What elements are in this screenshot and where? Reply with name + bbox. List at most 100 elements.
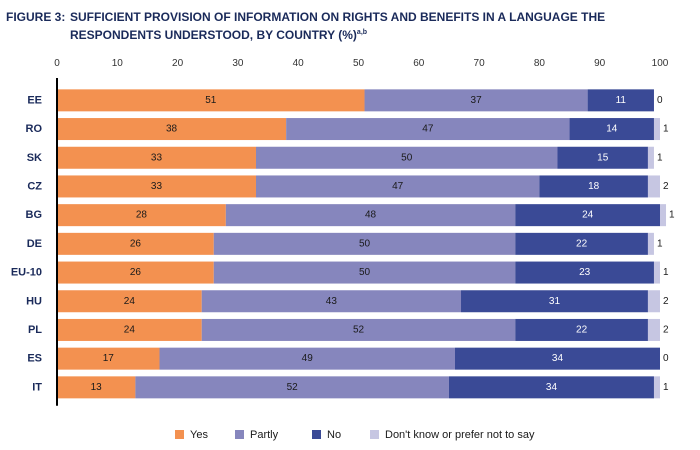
title-superscript: a,b	[356, 29, 368, 36]
bar-segment	[57, 118, 287, 141]
bar-segment	[647, 318, 660, 341]
x-tick-label: 90	[594, 58, 606, 69]
bar-row: 13 52 34 1	[57, 376, 669, 399]
category-label: IT	[32, 381, 42, 393]
data-label: 34	[546, 382, 558, 393]
x-tick-label: 100	[652, 58, 669, 69]
bar-segment	[159, 347, 455, 370]
bar-row: 33 47 18 2	[57, 175, 669, 198]
bar-segment	[454, 347, 660, 370]
bar-row: 33 50 15 1	[57, 146, 663, 169]
category-label: CZ	[27, 180, 42, 192]
data-label: 13	[91, 382, 103, 393]
bar-segment	[57, 232, 214, 255]
data-label: 14	[606, 124, 618, 135]
legend-swatch	[312, 430, 321, 439]
category-label: BG	[26, 209, 43, 221]
data-label: 15	[597, 152, 609, 163]
bar-segment	[225, 204, 516, 227]
data-label: 2	[663, 181, 669, 192]
bar-segment	[364, 89, 588, 112]
data-label: 38	[166, 124, 178, 135]
data-label: 31	[549, 296, 561, 307]
bar-segment	[57, 146, 256, 169]
legend-label: Yes	[190, 429, 208, 441]
x-axis-ticks: 0 10 20 30 40 50 60 70 80 90 100	[54, 58, 669, 69]
data-label: 1	[663, 382, 669, 393]
legend-item: Don't know or prefer not to say	[370, 429, 535, 441]
data-label: 33	[151, 152, 163, 163]
data-label: 1	[657, 238, 663, 249]
bar-segment	[57, 261, 214, 284]
bar-segment	[515, 318, 648, 341]
category-label: DE	[27, 238, 42, 250]
bar-segment	[587, 89, 654, 112]
legend-item: Partly	[235, 429, 279, 441]
category-label: SK	[27, 152, 42, 164]
legend: Yes Partly No Don't know or prefer not to s…	[175, 429, 535, 441]
legend-label: No	[327, 429, 341, 441]
legend-label: Partly	[250, 429, 279, 441]
bar-segment	[647, 146, 654, 169]
bar-segment	[515, 232, 648, 255]
bar-row: 26 50 23 1	[57, 261, 669, 284]
data-label: 24	[582, 210, 594, 221]
data-label: 47	[422, 124, 434, 135]
data-label: 23	[579, 267, 591, 278]
data-label: 22	[576, 238, 588, 249]
category-label: ES	[27, 353, 42, 365]
data-label: 43	[326, 296, 338, 307]
chart-title: SUFFICIENT PROVISION OF INFORMATION ON R…	[70, 10, 670, 43]
category-label: HU	[26, 295, 42, 307]
bar-row: 26 50 22 1	[57, 232, 663, 255]
legend-item: No	[312, 429, 341, 441]
bar-segment	[201, 318, 516, 341]
data-label: 51	[205, 95, 217, 106]
bar-row: 28 48 24 1	[57, 204, 675, 227]
x-tick-label: 60	[413, 58, 425, 69]
bar-segment	[135, 376, 449, 399]
x-tick-label: 50	[353, 58, 365, 69]
data-label: 50	[359, 238, 371, 249]
bar-segment	[515, 204, 660, 227]
data-label: 52	[353, 324, 365, 335]
bar-segment	[213, 232, 516, 255]
figure-label: FIGURE 3:	[6, 10, 66, 24]
bar-segment	[57, 347, 160, 370]
bar-segment	[57, 89, 365, 112]
bar-segment	[653, 376, 660, 399]
bar-segment	[201, 290, 462, 313]
bar-segment	[653, 261, 660, 284]
data-label: 1	[663, 124, 669, 135]
bar-segment	[461, 290, 648, 313]
bar-segment	[57, 204, 226, 227]
bar-segment	[569, 118, 654, 141]
x-tick-label: 70	[474, 58, 486, 69]
data-label: 26	[130, 267, 142, 278]
bar-segment	[255, 175, 540, 198]
data-label: 50	[401, 152, 413, 163]
data-label: 2	[663, 296, 669, 307]
bar-row: 24 52 22 2	[57, 318, 669, 341]
data-label: 26	[130, 238, 142, 249]
legend-item: Yes	[175, 429, 208, 441]
category-labels: EE RO SK CZ BG DE EU-10 HU PL ES IT	[11, 94, 43, 393]
legend-swatch	[370, 430, 379, 439]
data-label: 33	[151, 181, 163, 192]
data-label: 48	[365, 210, 377, 221]
data-label: 0	[657, 95, 663, 106]
bar-segment	[557, 146, 648, 169]
bar-segment	[647, 290, 660, 313]
data-label: 47	[392, 181, 404, 192]
data-label: 28	[136, 210, 148, 221]
category-label: RO	[26, 123, 43, 135]
category-label: EU-10	[11, 267, 42, 279]
data-label: 34	[552, 353, 564, 364]
data-label: 1	[663, 267, 669, 278]
x-tick-label: 20	[172, 58, 184, 69]
x-tick-label: 40	[293, 58, 305, 69]
data-label: 50	[359, 267, 371, 278]
bar-segment	[57, 318, 202, 341]
data-label: 22	[576, 324, 588, 335]
legend-swatch	[235, 430, 244, 439]
